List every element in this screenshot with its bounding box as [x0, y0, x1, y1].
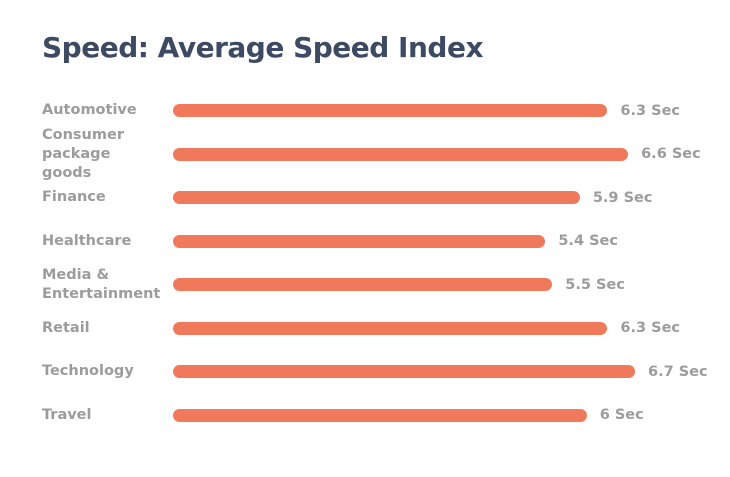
- value-label: 6 Sec: [599, 407, 644, 424]
- value-label: 5.5 Sec: [565, 276, 625, 293]
- category-label: Retail: [42, 319, 90, 336]
- chart-row: Finance 5.9 Sec: [42, 176, 730, 220]
- chart-row: Consumer package goods 6.6 Sec: [42, 127, 730, 181]
- category-label: Consumer package goods: [42, 126, 124, 181]
- bar: [173, 321, 608, 335]
- value-label: 6.7 Sec: [648, 363, 708, 380]
- category-label: Automotive: [42, 102, 137, 119]
- bar: [173, 408, 587, 422]
- bar: [173, 191, 580, 205]
- bar: [173, 365, 635, 379]
- category-label: Healthcare: [42, 232, 132, 249]
- bar: [173, 147, 629, 161]
- value-label: 5.9 Sec: [592, 189, 653, 206]
- bar-chart: Automotive 6.3 Sec Consumer package good…: [42, 89, 730, 437]
- chart-row: Retail 6.3 Sec: [42, 307, 730, 351]
- category-label: Finance: [42, 189, 106, 206]
- chart-row: Healthcare 5.4 Sec: [42, 220, 730, 264]
- chart-row: Technology 6.7 Sec: [42, 350, 730, 394]
- page-title: Speed: Average Speed Index: [42, 31, 484, 64]
- chart-row: Media & Entertainment 5.5 Sec: [42, 263, 730, 307]
- bar: [173, 278, 553, 292]
- value-label: 5.4 Sec: [558, 233, 618, 250]
- value-label: 6.3 Sec: [620, 102, 681, 119]
- category-label: Technology: [42, 363, 134, 380]
- bar: [173, 234, 546, 248]
- value-label: 6.6 Sec: [641, 146, 701, 163]
- chart-row: Travel 6 Sec: [42, 394, 730, 438]
- category-label: Media & Entertainment: [42, 266, 161, 302]
- value-label: 6.3 Sec: [620, 320, 681, 337]
- chart-row: Automotive 6.3 Sec: [42, 89, 730, 133]
- bar: [173, 104, 608, 118]
- category-label: Travel: [42, 406, 92, 423]
